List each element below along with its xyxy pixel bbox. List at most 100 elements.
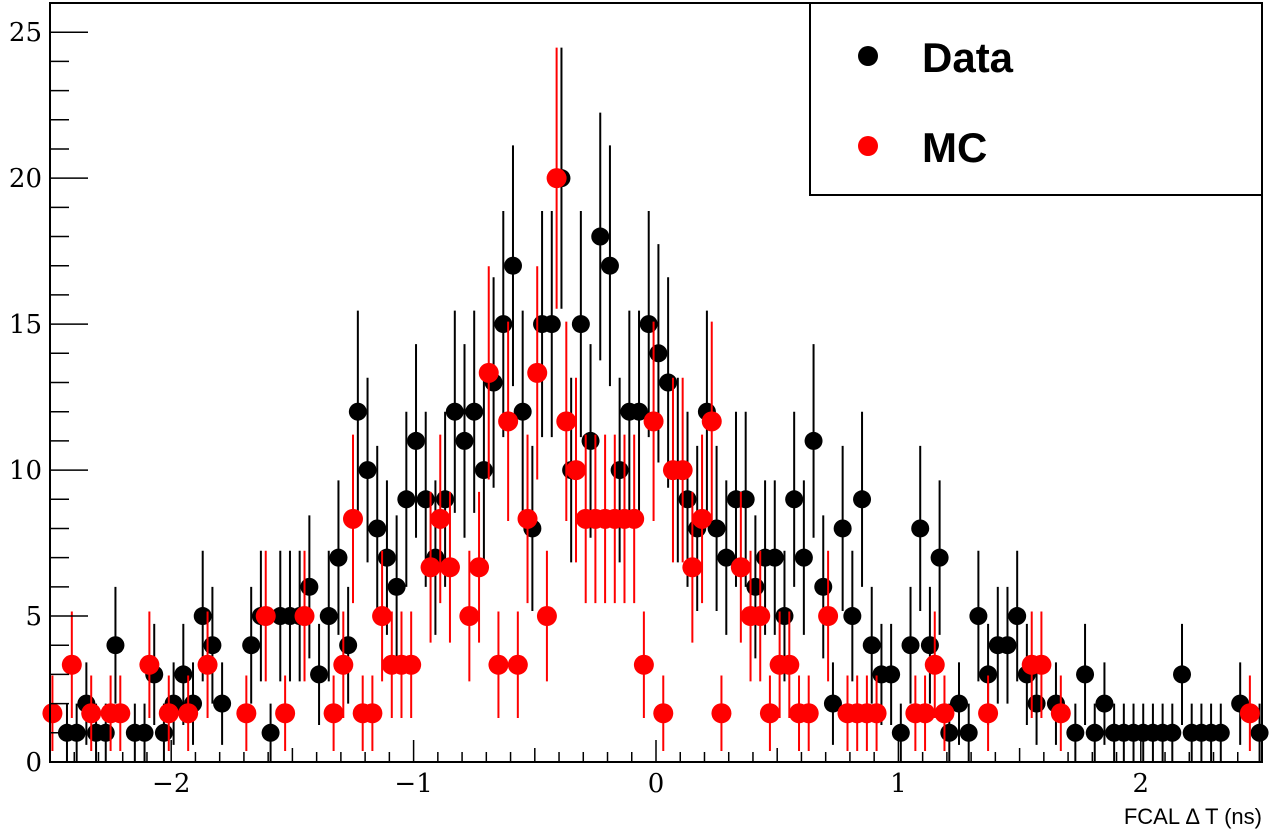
mc-point <box>42 703 63 724</box>
mc-point <box>643 411 664 432</box>
mc-point <box>517 508 538 529</box>
mc-point <box>527 362 548 383</box>
y-tick-label: 20 <box>9 164 42 194</box>
data-point <box>348 402 367 421</box>
data-point <box>823 694 842 713</box>
data-point <box>135 723 154 742</box>
mc-point <box>924 654 945 675</box>
data-point <box>154 723 173 742</box>
mc-point <box>546 168 567 189</box>
data-point <box>329 548 348 567</box>
x-tick-label: 2 <box>1133 769 1150 799</box>
data-point <box>242 636 261 655</box>
data-point <box>998 636 1017 655</box>
data-point <box>979 665 998 684</box>
mc-point <box>1239 703 1260 724</box>
mc-point <box>197 654 218 675</box>
data-point <box>862 636 881 655</box>
data-point <box>416 490 435 509</box>
data-point <box>106 636 125 655</box>
data-point <box>581 431 600 450</box>
mc-point <box>711 703 732 724</box>
x-axis-title: FCAL Δ T (ns) <box>1124 804 1262 829</box>
data-point <box>397 490 416 509</box>
mc-point <box>478 362 499 383</box>
data-point <box>804 431 823 450</box>
data-point <box>1085 723 1104 742</box>
data-point <box>213 694 232 713</box>
data-point <box>930 548 949 567</box>
mc-point <box>372 606 393 627</box>
data-point <box>659 373 678 392</box>
legend-marker-mc <box>858 136 878 156</box>
data-point <box>1173 665 1192 684</box>
mc-point <box>498 411 519 432</box>
mc-point <box>978 703 999 724</box>
y-tick-label: 10 <box>9 456 42 486</box>
y-tick-label: 5 <box>25 602 42 632</box>
data-point <box>96 723 115 742</box>
data-point <box>736 490 755 509</box>
y-tick-label: 25 <box>9 18 42 48</box>
data-point <box>1211 723 1230 742</box>
mc-point <box>818 606 839 627</box>
mc-point <box>866 703 887 724</box>
data-point <box>707 519 726 538</box>
data-point <box>649 344 668 363</box>
mc-point <box>362 703 383 724</box>
mc-point <box>61 654 82 675</box>
mc-point <box>236 703 257 724</box>
mc-point <box>507 654 528 675</box>
mc-point <box>536 606 557 627</box>
mc-point <box>1031 654 1052 675</box>
mc-point <box>294 606 315 627</box>
x-tick-label: −2 <box>152 769 190 799</box>
mc-point <box>323 703 344 724</box>
data-point <box>950 694 968 713</box>
data-point <box>67 723 86 742</box>
data-point <box>853 490 872 509</box>
data-point <box>300 577 319 596</box>
data-point <box>174 665 193 684</box>
data-point <box>1095 694 1114 713</box>
data-point <box>203 636 222 655</box>
mc-point <box>730 557 751 578</box>
data-point <box>940 723 959 742</box>
mc-series <box>42 47 1260 751</box>
data-point <box>339 636 358 655</box>
mc-point <box>682 557 703 578</box>
x-tick-label: 1 <box>890 769 907 799</box>
data-point <box>387 577 406 596</box>
mc-point <box>692 508 713 529</box>
mc-point <box>459 606 480 627</box>
mc-point <box>556 411 577 432</box>
data-point <box>503 256 522 275</box>
data-point <box>785 490 804 509</box>
data-point <box>377 548 396 567</box>
y-tick-label: 15 <box>9 310 42 340</box>
data-point <box>542 315 561 334</box>
x-tick-label: −1 <box>394 769 432 799</box>
data-point <box>319 607 338 626</box>
mc-point <box>139 654 160 675</box>
data-point <box>1163 723 1182 742</box>
data-point <box>891 723 910 742</box>
data-point <box>261 723 280 742</box>
data-point <box>368 519 387 538</box>
data-point <box>591 227 610 246</box>
x-tick-label: 0 <box>648 769 665 799</box>
mc-point <box>439 557 460 578</box>
data-point <box>407 431 426 450</box>
mc-point <box>469 557 490 578</box>
data-point <box>571 315 590 334</box>
mc-point <box>653 703 674 724</box>
data-point <box>1076 665 1095 684</box>
data-point <box>765 548 784 567</box>
data-point <box>639 315 658 334</box>
data-point <box>465 402 484 421</box>
data-point <box>474 461 493 480</box>
data-point <box>959 723 978 742</box>
data-point <box>193 607 212 626</box>
data-point <box>1250 723 1269 742</box>
